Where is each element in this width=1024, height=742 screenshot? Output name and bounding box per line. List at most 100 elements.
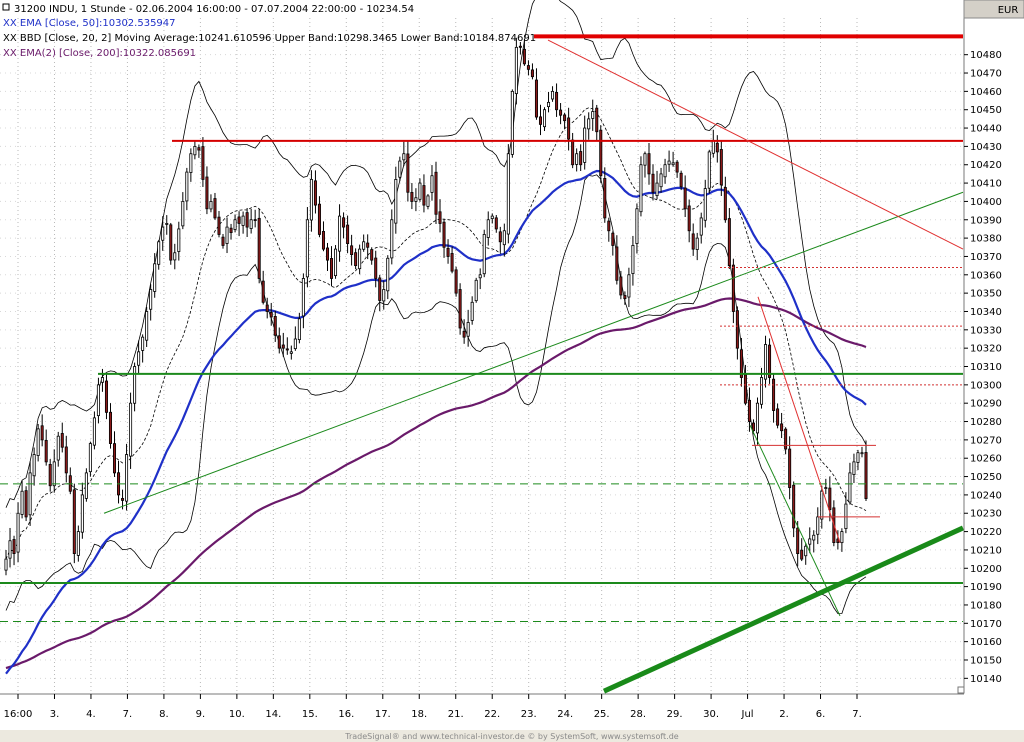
candle	[727, 208, 731, 269]
candle-body	[104, 380, 108, 413]
candle	[313, 170, 317, 214]
candle	[104, 373, 108, 420]
candle-body	[446, 247, 450, 257]
candle-body	[538, 116, 542, 125]
candle-body	[313, 180, 317, 206]
candle	[844, 492, 848, 534]
candle-body	[711, 140, 715, 154]
candle-body	[209, 201, 213, 210]
candle	[579, 144, 583, 172]
candle-body	[44, 439, 48, 463]
candle-body	[591, 111, 595, 119]
candle-body	[165, 223, 169, 225]
candle-body	[370, 249, 374, 261]
candle	[430, 165, 434, 201]
downtrend-line	[547, 39, 964, 250]
x-tick-label: 29.	[667, 709, 683, 720]
candle	[559, 103, 563, 125]
candle-body	[237, 216, 241, 224]
candle-body	[418, 182, 422, 200]
candle-body	[8, 540, 12, 559]
candle	[587, 112, 591, 140]
candle	[257, 208, 261, 284]
candle	[277, 327, 281, 354]
candle	[792, 481, 796, 538]
candle-body	[575, 153, 579, 165]
candle-body	[193, 145, 197, 156]
candle	[603, 167, 607, 223]
candle	[840, 528, 844, 552]
candle	[76, 525, 80, 562]
candle-body	[4, 558, 8, 571]
candle	[739, 337, 743, 387]
candle-body	[410, 192, 414, 202]
candle-body	[60, 433, 64, 448]
candle-body	[205, 176, 209, 210]
candle-body	[542, 109, 547, 128]
candle	[12, 535, 16, 566]
candle-body	[273, 316, 277, 336]
legend-bollinger: XX BBD [Close, 20, 2] Moving Average:102…	[3, 33, 536, 44]
candle-body	[643, 153, 647, 166]
candle	[338, 204, 342, 262]
y-tick-label: 10280	[970, 417, 1002, 428]
candle-body	[563, 114, 567, 122]
candle	[161, 216, 165, 251]
candle	[157, 239, 161, 270]
candle	[563, 112, 567, 129]
candle	[542, 107, 547, 131]
candle-body	[157, 241, 161, 265]
candle	[386, 255, 390, 300]
candle	[679, 170, 683, 191]
candle-body	[530, 69, 534, 78]
candle	[764, 335, 768, 388]
candle	[281, 332, 285, 357]
candle-body	[88, 443, 92, 473]
resize-grip-icon[interactable]	[957, 686, 965, 694]
candle	[28, 461, 32, 526]
candle	[40, 414, 44, 447]
y-tick-label: 10180	[970, 600, 1002, 611]
x-tick-label: 17.	[375, 709, 391, 720]
candle	[446, 239, 450, 264]
candle	[450, 246, 454, 274]
candle	[478, 268, 482, 290]
candle-body	[808, 538, 812, 545]
candle	[470, 296, 474, 325]
candle-body	[257, 217, 261, 279]
candle	[141, 334, 145, 363]
candle	[462, 319, 466, 344]
y-tick-label: 10330	[970, 325, 1002, 336]
candle	[735, 306, 739, 360]
candle-body	[309, 179, 313, 221]
candle	[707, 149, 711, 194]
candle	[20, 480, 24, 519]
candle-body	[675, 161, 679, 173]
candle-body	[631, 245, 635, 274]
candle	[334, 245, 338, 279]
candle	[269, 302, 273, 326]
y-tick-label: 10210	[970, 545, 1002, 556]
candle-body	[655, 182, 659, 197]
candle	[209, 194, 213, 213]
candle-body	[526, 65, 530, 70]
candle-body	[623, 295, 627, 300]
candle	[56, 431, 60, 467]
candle	[309, 170, 313, 232]
candle	[518, 42, 522, 55]
candle-body	[72, 489, 76, 554]
candle-body	[522, 48, 526, 65]
candle	[426, 194, 430, 210]
candle	[623, 291, 627, 305]
candle	[245, 207, 249, 237]
candle	[177, 221, 181, 261]
candle-body	[358, 248, 362, 270]
candle-body	[177, 228, 181, 252]
axis-corner	[964, 694, 1024, 730]
candle-body	[285, 348, 289, 351]
candle	[205, 166, 209, 215]
candle	[354, 248, 358, 270]
candle-body	[844, 503, 848, 529]
candle	[52, 449, 56, 493]
y-tick-label: 10270	[970, 435, 1002, 446]
